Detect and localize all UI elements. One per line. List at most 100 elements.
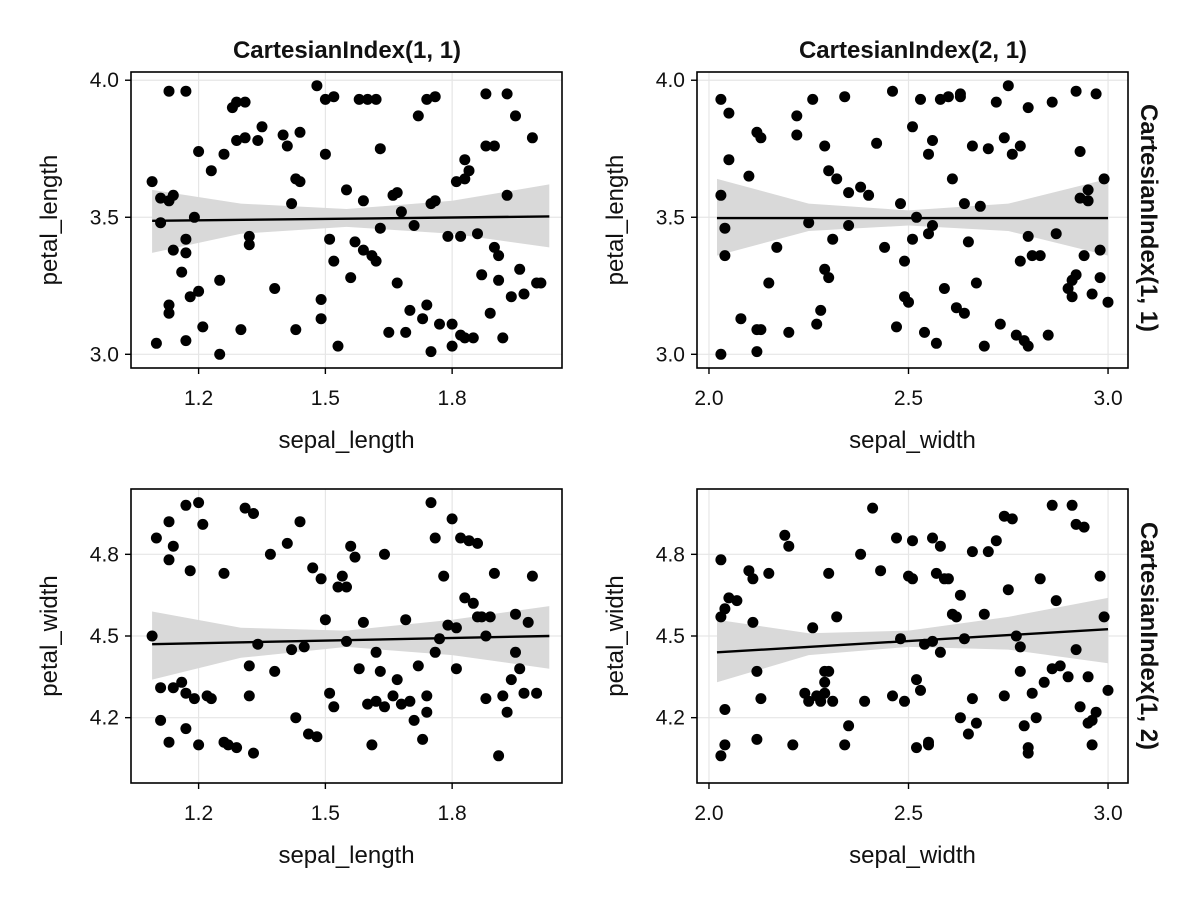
data-point xyxy=(1070,85,1082,97)
data-point xyxy=(915,93,926,105)
data-point xyxy=(205,693,217,705)
data-point xyxy=(1046,96,1058,108)
data-point xyxy=(783,326,795,338)
data-point xyxy=(899,255,910,267)
data-point xyxy=(315,294,327,305)
data-point xyxy=(1062,283,1074,294)
data-point xyxy=(290,712,302,724)
data-point xyxy=(455,230,467,242)
data-point xyxy=(150,532,162,544)
data-point xyxy=(493,750,505,762)
data-point xyxy=(231,96,243,108)
data-point xyxy=(526,132,538,144)
data-point xyxy=(807,93,819,105)
x-tick-label: 2.5 xyxy=(894,802,923,825)
data-point xyxy=(879,241,891,253)
data-point xyxy=(180,233,192,245)
data-point xyxy=(446,513,458,525)
data-point xyxy=(332,340,344,352)
data-point xyxy=(962,728,974,740)
data-point xyxy=(353,93,365,105)
data-point xyxy=(803,695,815,707)
data-point xyxy=(290,324,302,336)
data-point xyxy=(927,635,938,647)
data-point xyxy=(421,93,433,105)
data-point xyxy=(243,230,255,242)
data-point xyxy=(827,695,839,707)
data-point xyxy=(1078,250,1090,262)
data-point xyxy=(425,346,437,358)
data-point xyxy=(328,91,340,103)
data-point xyxy=(751,665,763,677)
data-point xyxy=(188,693,200,705)
data-point xyxy=(303,728,314,740)
data-point xyxy=(442,619,454,631)
data-point xyxy=(417,313,429,325)
data-point xyxy=(510,110,521,122)
data-point xyxy=(930,337,942,349)
row-label-1: CartesianIndex(1, 1) xyxy=(1135,104,1162,332)
data-point xyxy=(357,616,369,628)
data-point xyxy=(891,532,902,544)
data-point xyxy=(214,348,226,360)
data-point xyxy=(526,570,538,582)
data-point xyxy=(446,318,458,330)
data-point xyxy=(379,701,390,713)
data-point xyxy=(998,690,1010,702)
data-point xyxy=(450,622,462,634)
data-point xyxy=(891,321,902,333)
data-point xyxy=(324,233,336,245)
data-point xyxy=(463,535,475,547)
x-axis-label: sepal_width xyxy=(849,842,976,869)
data-point xyxy=(723,107,735,119)
data-point xyxy=(982,546,994,558)
data-point xyxy=(176,676,188,688)
data-point xyxy=(319,614,331,626)
data-point xyxy=(370,646,382,658)
data-point xyxy=(923,739,934,751)
data-point xyxy=(446,340,458,352)
data-point xyxy=(1034,573,1046,585)
axes-frame xyxy=(696,71,1129,369)
data-point xyxy=(1086,739,1098,751)
data-point xyxy=(982,143,994,155)
data-point xyxy=(887,85,898,97)
data-point xyxy=(450,176,462,188)
data-point xyxy=(715,189,727,201)
data-point xyxy=(990,535,1002,547)
data-point xyxy=(277,129,289,141)
data-point xyxy=(1046,499,1058,511)
data-point xyxy=(531,687,543,699)
data-point xyxy=(811,318,823,330)
data-point xyxy=(412,110,424,122)
data-point xyxy=(903,296,914,308)
data-point xyxy=(715,750,727,762)
y-tick-label: 4.5 xyxy=(656,625,685,648)
x-tick-label: 1.8 xyxy=(438,387,467,410)
data-point xyxy=(978,340,990,352)
data-point xyxy=(934,540,946,552)
data-point xyxy=(155,714,167,726)
data-point xyxy=(480,140,492,152)
data-point xyxy=(763,277,775,289)
data-point xyxy=(823,272,835,284)
data-point xyxy=(1046,663,1058,675)
data-point xyxy=(180,247,192,259)
data-point xyxy=(978,608,990,620)
data-point xyxy=(970,717,982,729)
data-point xyxy=(1090,706,1102,718)
data-point xyxy=(915,684,926,696)
data-point xyxy=(180,687,192,699)
data-point xyxy=(163,516,175,528)
data-point xyxy=(218,148,230,160)
x-tick-label: 3.0 xyxy=(1093,387,1122,410)
x-tick-label: 1.8 xyxy=(438,802,467,825)
data-point xyxy=(252,638,264,650)
data-point xyxy=(269,665,281,677)
data-point xyxy=(1014,665,1026,677)
panel-sepal-length-petal-width: 1.2 1.5 1.8 4.2 4.5 4.8 sepal_length petal_widt… xyxy=(36,488,563,869)
data-point xyxy=(771,241,783,253)
data-point xyxy=(243,690,255,702)
data-point xyxy=(467,332,479,344)
y-axis-label: petal_width xyxy=(602,575,629,696)
